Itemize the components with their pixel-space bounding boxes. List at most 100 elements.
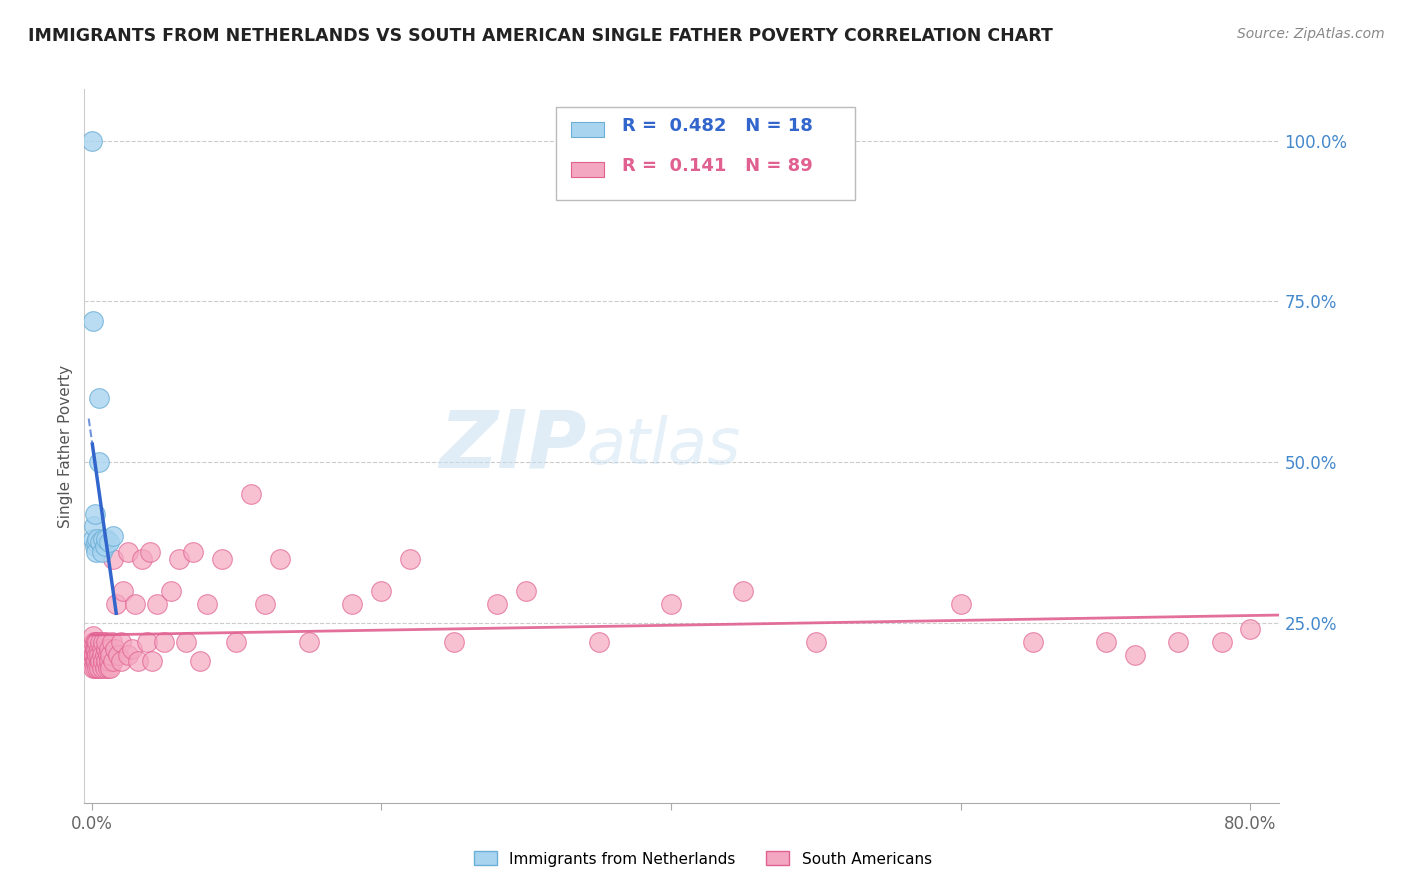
Point xyxy=(153,635,176,649)
Point xyxy=(89,635,111,649)
Point xyxy=(443,635,465,649)
Point xyxy=(90,661,112,675)
Point xyxy=(124,597,146,611)
Point xyxy=(98,654,121,668)
Point xyxy=(83,507,105,521)
Point xyxy=(93,661,115,675)
FancyBboxPatch shape xyxy=(571,162,605,177)
Legend: Immigrants from Netherlands, South Americans: Immigrants from Netherlands, South Ameri… xyxy=(474,852,932,866)
FancyBboxPatch shape xyxy=(571,122,605,137)
Text: R =  0.482   N = 18: R = 0.482 N = 18 xyxy=(623,118,813,136)
Point xyxy=(87,391,110,405)
Point xyxy=(87,654,110,668)
Point xyxy=(138,545,160,559)
Point xyxy=(84,535,107,549)
Point xyxy=(84,635,107,649)
Point xyxy=(188,654,211,668)
Point xyxy=(399,551,422,566)
Point xyxy=(1239,622,1261,636)
Point xyxy=(103,654,125,668)
Point xyxy=(121,641,143,656)
Point xyxy=(83,654,105,668)
Point xyxy=(141,654,163,668)
Point xyxy=(93,648,115,662)
Point xyxy=(1022,635,1045,649)
Point xyxy=(1167,635,1189,649)
Text: ZIP: ZIP xyxy=(439,407,586,485)
Point xyxy=(87,455,110,469)
Point xyxy=(167,551,190,566)
Point xyxy=(94,533,117,547)
Point xyxy=(86,648,108,662)
Point xyxy=(82,635,104,649)
Point xyxy=(93,539,115,553)
Text: Source: ZipAtlas.com: Source: ZipAtlas.com xyxy=(1237,27,1385,41)
Point xyxy=(89,535,111,549)
Point xyxy=(949,597,972,611)
Point xyxy=(370,583,392,598)
Point xyxy=(181,545,204,559)
Point xyxy=(84,641,107,656)
Point xyxy=(82,648,104,662)
Point xyxy=(83,635,105,649)
Point xyxy=(86,533,108,547)
Point xyxy=(91,635,114,649)
Point xyxy=(96,648,118,662)
Point xyxy=(1094,635,1116,649)
Point xyxy=(82,629,104,643)
Point xyxy=(96,661,118,675)
Point xyxy=(117,545,139,559)
Point xyxy=(86,661,108,675)
Text: R =  0.141   N = 89: R = 0.141 N = 89 xyxy=(623,157,813,175)
Point xyxy=(254,597,277,611)
Point xyxy=(82,654,104,668)
Point xyxy=(298,635,321,649)
Point xyxy=(84,654,107,668)
Point xyxy=(515,583,537,598)
Point xyxy=(342,597,364,611)
Point xyxy=(239,487,262,501)
Point xyxy=(804,635,827,649)
Point xyxy=(87,648,110,662)
Point xyxy=(101,635,124,649)
Point xyxy=(84,545,107,559)
Point xyxy=(89,654,111,668)
Point xyxy=(103,529,125,543)
Point xyxy=(107,648,129,662)
Point xyxy=(83,661,105,675)
Point xyxy=(98,535,121,549)
Point xyxy=(83,539,105,553)
Point xyxy=(197,597,219,611)
Point xyxy=(1123,648,1146,662)
Point xyxy=(659,597,682,611)
Point xyxy=(135,635,157,649)
Y-axis label: Single Father Poverty: Single Father Poverty xyxy=(58,365,73,527)
Point xyxy=(100,648,122,662)
Point xyxy=(174,635,197,649)
Point xyxy=(1211,635,1233,649)
Point xyxy=(82,661,104,675)
Text: IMMIGRANTS FROM NETHERLANDS VS SOUTH AMERICAN SINGLE FATHER POVERTY CORRELATION : IMMIGRANTS FROM NETHERLANDS VS SOUTH AME… xyxy=(28,27,1053,45)
Point xyxy=(82,313,104,327)
Point xyxy=(110,654,132,668)
Point xyxy=(90,641,112,656)
Point xyxy=(91,533,114,547)
Point xyxy=(91,654,114,668)
Point xyxy=(104,641,127,656)
FancyBboxPatch shape xyxy=(557,107,855,200)
Point xyxy=(83,648,105,662)
Point xyxy=(82,134,104,148)
Point xyxy=(83,519,105,533)
Point xyxy=(86,635,108,649)
Point xyxy=(127,654,149,668)
Point xyxy=(90,545,112,559)
Point xyxy=(112,583,135,598)
Point xyxy=(486,597,509,611)
Point xyxy=(90,648,112,662)
Point xyxy=(103,551,125,566)
Point xyxy=(105,597,128,611)
Point xyxy=(82,533,104,547)
Point xyxy=(83,641,105,656)
Point xyxy=(94,635,117,649)
Point xyxy=(110,635,132,649)
